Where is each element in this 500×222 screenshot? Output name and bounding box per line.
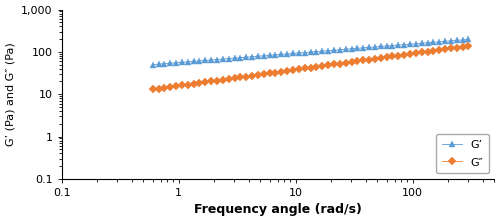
G’	[430, 41, 436, 44]
Line: G’: G’	[150, 36, 471, 68]
G’	[150, 63, 156, 66]
X-axis label: Frequency angle (rad/s): Frequency angle (rad/s)	[194, 203, 362, 216]
G’	[226, 57, 232, 60]
G″	[208, 80, 214, 83]
G″	[226, 78, 232, 80]
G″	[185, 83, 191, 86]
G’	[208, 59, 214, 61]
G’	[185, 61, 191, 63]
Legend: G’, G″: G’, G″	[436, 134, 489, 173]
G’	[266, 54, 272, 57]
Y-axis label: G’ (Pa) and G″ (Pa): G’ (Pa) and G″ (Pa)	[6, 42, 16, 146]
G″	[460, 46, 466, 48]
G’	[460, 39, 466, 41]
G″	[466, 45, 471, 47]
G″	[150, 88, 156, 91]
G″	[266, 72, 272, 75]
Line: G″: G″	[150, 43, 472, 92]
G″	[430, 50, 436, 52]
G’	[466, 38, 471, 41]
